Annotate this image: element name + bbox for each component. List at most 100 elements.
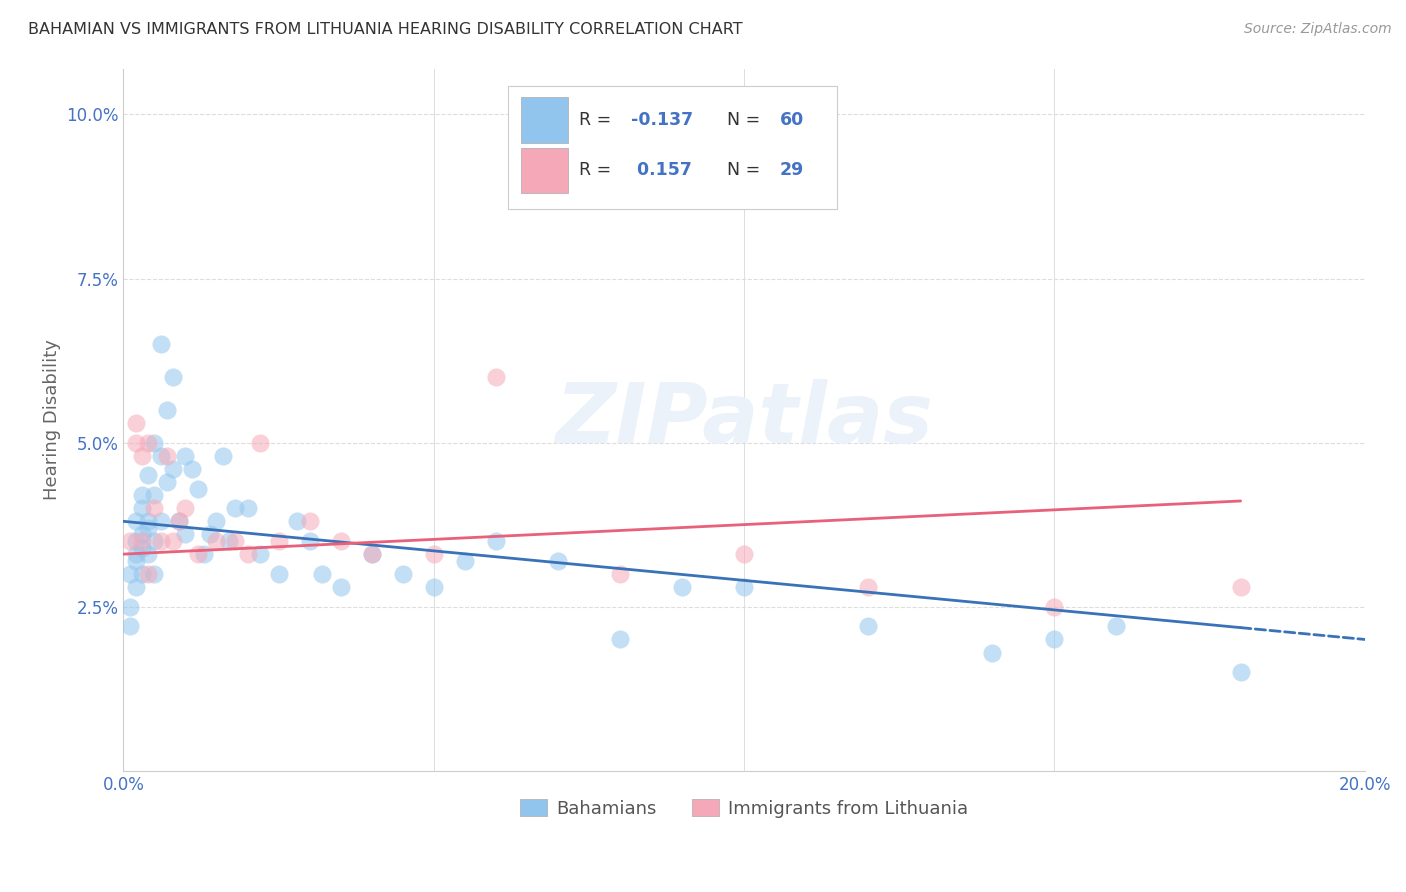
Point <box>118 534 141 549</box>
Point <box>671 580 693 594</box>
Point <box>125 580 148 594</box>
Point <box>1043 632 1066 647</box>
Point <box>485 370 508 384</box>
Text: 0.157: 0.157 <box>631 161 692 179</box>
Point <box>733 547 755 561</box>
Legend: Bahamians, Immigrants from Lithuania: Bahamians, Immigrants from Lithuania <box>512 792 976 825</box>
Point <box>454 554 477 568</box>
Text: Source: ZipAtlas.com: Source: ZipAtlas.com <box>1244 22 1392 37</box>
Point <box>149 534 172 549</box>
Point <box>162 534 184 549</box>
Point <box>149 514 172 528</box>
Point <box>485 534 508 549</box>
Point <box>211 449 233 463</box>
Text: ZIPatlas: ZIPatlas <box>555 379 934 460</box>
Point <box>1043 599 1066 614</box>
Point <box>143 488 166 502</box>
Point <box>136 435 159 450</box>
Point <box>224 501 246 516</box>
Point <box>174 527 197 541</box>
Point <box>131 527 153 541</box>
Point <box>329 534 352 549</box>
Point <box>609 632 631 647</box>
Point <box>143 534 166 549</box>
Point <box>391 566 413 581</box>
Bar <box>520 147 568 194</box>
Point <box>298 534 321 549</box>
Text: 60: 60 <box>780 111 804 128</box>
Point <box>856 580 879 594</box>
Point <box>329 580 352 594</box>
Point <box>149 337 172 351</box>
Point <box>224 534 246 549</box>
Point <box>1229 665 1251 680</box>
FancyBboxPatch shape <box>508 86 837 209</box>
Point <box>267 566 290 581</box>
Point <box>131 449 153 463</box>
Point <box>136 521 159 535</box>
Point <box>1229 580 1251 594</box>
Point <box>162 370 184 384</box>
Point <box>125 547 148 561</box>
Point <box>118 566 141 581</box>
Point <box>131 541 153 555</box>
Point <box>167 514 190 528</box>
Text: N =: N = <box>716 111 765 128</box>
Text: N =: N = <box>716 161 765 179</box>
Point <box>267 534 290 549</box>
Point <box>131 534 153 549</box>
Point <box>205 534 228 549</box>
Point <box>136 547 159 561</box>
Point <box>200 527 222 541</box>
Point <box>143 435 166 450</box>
Bar <box>520 97 568 143</box>
Point <box>125 416 148 430</box>
Point <box>249 435 271 450</box>
Point <box>118 619 141 633</box>
Point <box>249 547 271 561</box>
Point <box>156 475 179 489</box>
Text: BAHAMIAN VS IMMIGRANTS FROM LITHUANIA HEARING DISABILITY CORRELATION CHART: BAHAMIAN VS IMMIGRANTS FROM LITHUANIA HE… <box>28 22 742 37</box>
Point <box>236 501 259 516</box>
Point <box>149 449 172 463</box>
Point <box>162 462 184 476</box>
Point <box>609 566 631 581</box>
Text: R =: R = <box>579 161 617 179</box>
Point <box>1105 619 1128 633</box>
Point <box>143 501 166 516</box>
Point <box>311 566 333 581</box>
Point <box>733 580 755 594</box>
Point <box>156 449 179 463</box>
Point <box>422 580 444 594</box>
Point <box>981 646 1004 660</box>
Point <box>285 514 308 528</box>
Text: R =: R = <box>579 111 617 128</box>
Point <box>125 534 148 549</box>
Point <box>136 566 159 581</box>
Point <box>422 547 444 561</box>
Point <box>136 468 159 483</box>
Point <box>187 547 209 561</box>
Point <box>125 435 148 450</box>
Point <box>218 534 240 549</box>
Point <box>131 488 153 502</box>
Point <box>856 619 879 633</box>
Text: -0.137: -0.137 <box>631 111 693 128</box>
Point <box>156 402 179 417</box>
Point <box>136 514 159 528</box>
Point <box>143 566 166 581</box>
Point <box>174 449 197 463</box>
Point <box>205 514 228 528</box>
Text: 29: 29 <box>780 161 804 179</box>
Point <box>125 554 148 568</box>
Point <box>125 514 148 528</box>
Point <box>131 501 153 516</box>
Y-axis label: Hearing Disability: Hearing Disability <box>44 339 60 500</box>
Point <box>167 514 190 528</box>
Point <box>236 547 259 561</box>
Point <box>547 554 569 568</box>
Point <box>174 501 197 516</box>
Point <box>118 599 141 614</box>
Point <box>193 547 215 561</box>
Point <box>187 482 209 496</box>
